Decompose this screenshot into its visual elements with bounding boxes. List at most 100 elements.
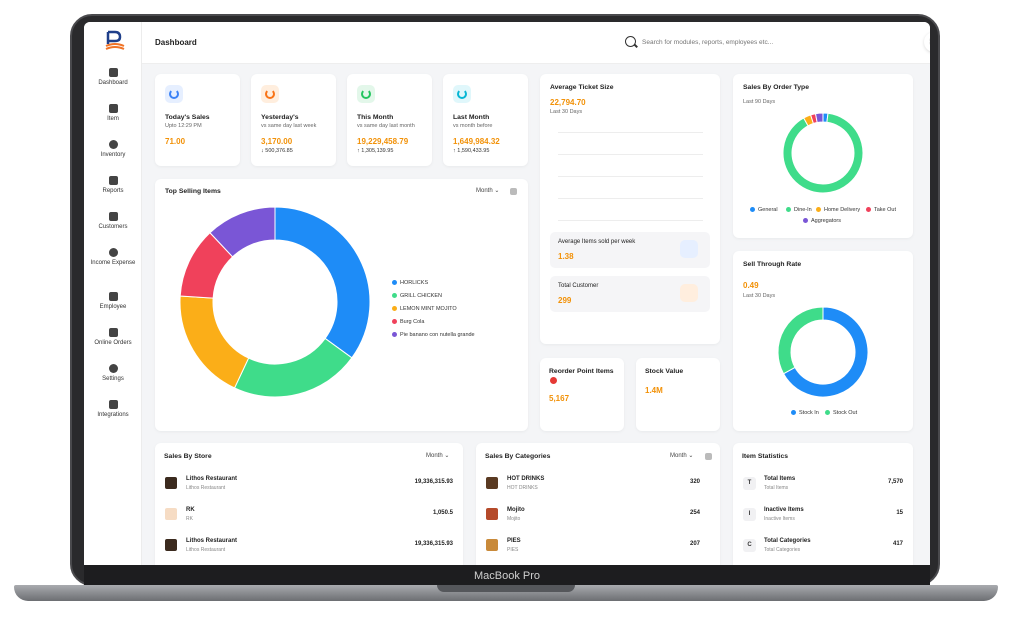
legend-item[interactable]: Burg Cola — [392, 319, 424, 325]
row-thumbnail — [165, 539, 177, 551]
gridline — [558, 132, 703, 133]
legend-label: Take Out — [874, 207, 897, 213]
table-row[interactable]: C Total Categories Total Categories 417 — [733, 535, 913, 559]
sell-through-slice-stock-in[interactable] — [782, 306, 869, 398]
sell-through-period: Last 30 Days — [743, 293, 776, 299]
chevron-down-icon: ⌄ — [444, 453, 450, 459]
top-selling-slice-pie-banano-con-nutella-grande[interactable] — [209, 206, 276, 258]
table-row[interactable]: I Inactive Items Inactive Items 15 — [733, 504, 913, 528]
legend-item[interactable]: HORLICKS — [392, 280, 428, 286]
sidebar-item-label: Employee — [99, 304, 127, 310]
total-customer-title: Total Customer — [558, 283, 599, 289]
stat-card: This Month vs same day last month 19,229,4… — [347, 74, 432, 166]
row-value: 19,336,315.93 — [414, 541, 453, 547]
legend-dot — [816, 207, 821, 213]
legend-label: Dine-In — [794, 207, 812, 213]
item-statistics-card: Item Statistics T Total Items Total Items 7… — [733, 443, 913, 565]
stat-value: 71.00 — [165, 137, 186, 146]
sidebar-item-dashboard[interactable]: Dashboard — [84, 68, 142, 86]
sidebar-item-integrations[interactable]: Integrations — [84, 400, 142, 418]
order-type-donut-chart — [782, 112, 864, 194]
sell-through-value: 0.49 — [743, 281, 759, 290]
legend-item[interactable]: GRILL CHICKEN — [392, 293, 442, 299]
order-type-slice-dine-in[interactable] — [782, 112, 864, 194]
stat-chart-icon — [261, 85, 279, 103]
refresh-orange-icon — [680, 284, 698, 302]
top-selling-card: Top Selling Items Month ⌄ HORLICKS GRILL … — [155, 179, 528, 431]
sell-through-slice-stock-out[interactable] — [777, 306, 824, 375]
top-selling-period-dropdown[interactable]: Month ⌄ — [476, 188, 500, 194]
search-input[interactable] — [642, 35, 842, 49]
legend-dot — [750, 207, 755, 213]
customers-icon — [108, 212, 118, 221]
chart-options-icon[interactable] — [705, 453, 712, 460]
gridline — [558, 154, 703, 155]
row-thumbnail — [486, 508, 498, 520]
row-value: 320 — [689, 479, 700, 485]
legend-label: Stock Out — [833, 410, 858, 416]
gridline — [558, 220, 703, 221]
row-name: Total Categories — [764, 538, 811, 544]
order-type-slice-aggregators[interactable] — [814, 112, 824, 124]
sidebar-item-online-orders[interactable]: Online Orders — [84, 328, 142, 346]
sidebar-item-reports[interactable]: Reports — [84, 176, 142, 194]
integrations-icon — [108, 400, 118, 409]
stat-title: Last Month — [453, 114, 490, 121]
sidebar-item-customers[interactable]: Customers — [84, 212, 142, 230]
top-selling-slice-horlicks[interactable] — [274, 206, 371, 359]
row-thumbnail — [165, 508, 177, 520]
row-name: RK — [186, 507, 195, 513]
sidebar-item-inventory[interactable]: Inventory — [84, 140, 142, 158]
legend-item[interactable]: Pie banano con nutella grande — [392, 332, 475, 338]
stat-chart-icon — [357, 85, 375, 103]
sidebar-item-employee[interactable]: Employee — [84, 292, 142, 310]
row-letter-badge: I — [743, 508, 756, 521]
row-name: PIES — [507, 538, 521, 544]
app-logo — [105, 30, 125, 50]
legend-item[interactable]: Home Delivery — [816, 207, 860, 213]
legend-item[interactable]: Stock Out — [825, 410, 857, 416]
sell-through-title: Sell Through Rate — [743, 261, 802, 268]
avg-items-value: 1.38 — [558, 252, 574, 261]
top-selling-slice-grill-chicken[interactable] — [233, 337, 353, 398]
top-selling-slice-lemon-mint-mojito[interactable] — [179, 295, 250, 389]
search-icon[interactable] — [625, 36, 636, 47]
table-row[interactable]: T Total Items Total Items 7,570 — [733, 473, 913, 497]
row-name: Lithos Restaurant — [186, 476, 238, 482]
row-subtitle: Lithos Restaurant — [186, 547, 226, 553]
sell-through-donut-chart — [777, 306, 869, 398]
sidebar-item-item[interactable]: Item — [84, 104, 142, 122]
stock-value-card: Stock Value 1.4M — [636, 358, 720, 431]
avg-ticket-card: Average Ticket Size 22,794.70 Last 30 Da… — [540, 74, 720, 344]
sidebar-item-settings[interactable]: Settings — [84, 364, 142, 382]
reorder-title: Reorder Point Items — [549, 368, 614, 375]
dark-mode-toggle-icon[interactable] — [924, 32, 930, 52]
legend-item[interactable]: Aggregators — [803, 218, 841, 224]
legend-label: LEMON MINT MOJITO — [400, 306, 457, 312]
store-period-dropdown[interactable]: Month ⌄ — [426, 453, 450, 459]
table-row[interactable]: Mojito Mojito 254 — [476, 504, 720, 528]
sidebar-item-income-expense[interactable]: Income Expense — [84, 248, 142, 266]
legend-item[interactable]: Stock In — [791, 410, 819, 416]
categories-period-dropdown[interactable]: Month ⌄ — [670, 453, 694, 459]
sidebar-item-label: Customers — [98, 224, 128, 230]
table-row[interactable]: Lithos Restaurant Lithos Restaurant 19,336… — [155, 535, 463, 559]
table-row[interactable]: RK RK 1,050.5 — [155, 504, 463, 528]
table-row[interactable]: HOT DRINKS HOT DRINKS 320 — [476, 473, 720, 497]
order-type-title: Sales By Order Type — [743, 84, 809, 91]
gridline — [558, 176, 703, 177]
chart-options-icon[interactable] — [510, 188, 517, 195]
legend-dot — [392, 319, 397, 325]
legend-item[interactable]: LEMON MINT MOJITO — [392, 306, 457, 312]
legend-item[interactable]: General — [750, 207, 778, 213]
table-row[interactable]: Lithos Restaurant Lithos Restaurant 19,336… — [155, 473, 463, 497]
row-name: Mojito — [507, 507, 525, 513]
row-subtitle: Inactive Items — [764, 516, 795, 522]
sidebar-item-label: Settings — [102, 376, 124, 382]
sales-by-store-card: Sales By Store Month ⌄ Lithos Restaurant… — [155, 443, 463, 565]
row-letter-badge: T — [743, 477, 756, 490]
legend-item[interactable]: Take Out — [866, 207, 896, 213]
legend-item[interactable]: Dine-In — [786, 207, 812, 213]
table-row[interactable]: PIES PIES 207 — [476, 535, 720, 559]
sidebar: Dashboard Item Inventory Reports Customers In… — [84, 22, 142, 565]
